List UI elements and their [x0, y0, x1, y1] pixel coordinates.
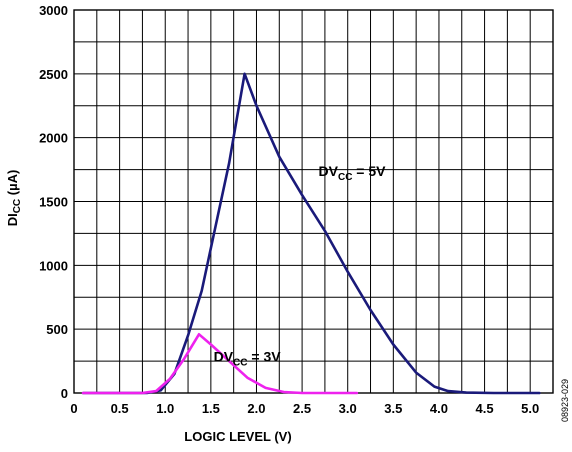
y-tick-label: 1500 [39, 195, 68, 210]
x-tick-label: 2.5 [293, 401, 311, 416]
y-tick-label: 500 [46, 322, 68, 337]
x-tick-label: 4.0 [430, 401, 448, 416]
y-tick-label: 2000 [39, 131, 68, 146]
x-tick-label: 3.5 [384, 401, 402, 416]
series-line-5v [81, 72, 541, 395]
y-tick-label: 0 [61, 386, 68, 401]
y-tick-labels: 0 500 1000 1500 2000 2500 3000 [39, 3, 68, 401]
x-axis-title: LOGIC LEVEL (V) [184, 429, 291, 444]
x-tick-label: 0 [70, 401, 77, 416]
x-tick-labels: 0 0.5 1.0 1.5 2.0 2.5 3.0 3.5 4.0 4.5 5.0 [70, 401, 539, 416]
series-labels: DVCC = 5V DVCC = 3V [214, 163, 387, 369]
series-line-3v [81, 332, 359, 395]
grid [74, 10, 553, 393]
y-tick-label: 2500 [39, 67, 68, 82]
x-tick-label: 1.5 [202, 401, 220, 416]
series-lines [81, 72, 541, 395]
y-tick-label: 1000 [39, 258, 68, 273]
series-label-5v: DVCC = 5V [319, 163, 387, 183]
x-tick-label: 2.0 [247, 401, 265, 416]
x-tick-label: 4.5 [476, 401, 494, 416]
series-label-3v: DVCC = 3V [214, 349, 282, 369]
x-tick-label: 3.0 [339, 401, 357, 416]
y-axis-title: DICC (µA) [5, 170, 23, 227]
x-tick-label: 1.0 [156, 401, 174, 416]
figure-id: 08923-029 [560, 379, 570, 422]
x-tick-label: 0.5 [111, 401, 129, 416]
x-tick-label: 5.0 [521, 401, 539, 416]
y-tick-label: 3000 [39, 3, 68, 18]
